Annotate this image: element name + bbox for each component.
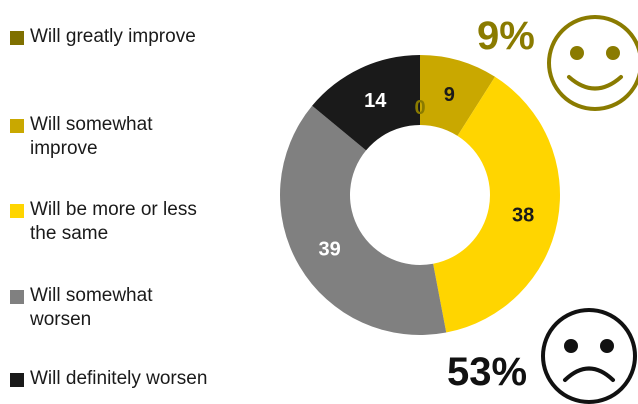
legend-swatch xyxy=(10,31,24,45)
chart-legend: Will greatly improve Will somewhat improve… xyxy=(10,0,260,404)
legend-label-line: Will somewhat xyxy=(30,285,153,306)
legend-item: Will somewhat improve xyxy=(10,113,260,161)
legend-item: Will greatly improve xyxy=(10,25,260,49)
slice-data-label: 0 xyxy=(414,97,425,119)
smiley-face-icon xyxy=(547,15,638,111)
legend-item: Will be more or less the same xyxy=(10,198,260,246)
legend-label: Will definitely worsen xyxy=(30,367,260,391)
donut-slice xyxy=(420,55,496,136)
legend-swatch xyxy=(10,373,24,387)
slice-data-label: 14 xyxy=(364,90,387,112)
slice-labels: 09 38 39 14 xyxy=(318,84,534,260)
donut-slice xyxy=(279,105,447,335)
legend-label: Will somewhat worsen xyxy=(30,284,260,332)
legend-label: Will be more or less the same xyxy=(30,198,260,246)
worsen-percentage: 53% xyxy=(447,350,528,394)
legend-label-line: Will somewhat xyxy=(30,114,153,135)
legend-label: Will greatly improve xyxy=(30,25,260,49)
legend-swatch xyxy=(10,119,24,133)
legend-label-line: Will greatly improve xyxy=(30,26,196,47)
improve-percentage: 9% xyxy=(477,14,535,58)
donut-slice xyxy=(433,76,560,333)
legend-label: Will somewhat improve xyxy=(30,113,260,161)
legend-label-line: Will be more or less xyxy=(30,199,197,220)
legend-label-line: worsen xyxy=(30,309,92,330)
legend-item: Will somewhat worsen xyxy=(10,284,260,332)
slice-data-label: 9 xyxy=(444,84,455,106)
slice-data-label: 39 xyxy=(318,238,340,260)
legend-label-line: the same xyxy=(30,223,109,244)
sad-face-icon xyxy=(541,308,637,404)
slice-data-label: 38 xyxy=(512,205,534,227)
donut-slices xyxy=(279,54,560,335)
legend-label-line: Will definitely worsen xyxy=(30,368,208,389)
legend-swatch xyxy=(10,204,24,218)
legend-label-line: improve xyxy=(30,138,98,159)
legend-swatch xyxy=(10,290,24,304)
donut-slice xyxy=(312,54,420,151)
legend-item: Will definitely worsen xyxy=(10,367,260,391)
